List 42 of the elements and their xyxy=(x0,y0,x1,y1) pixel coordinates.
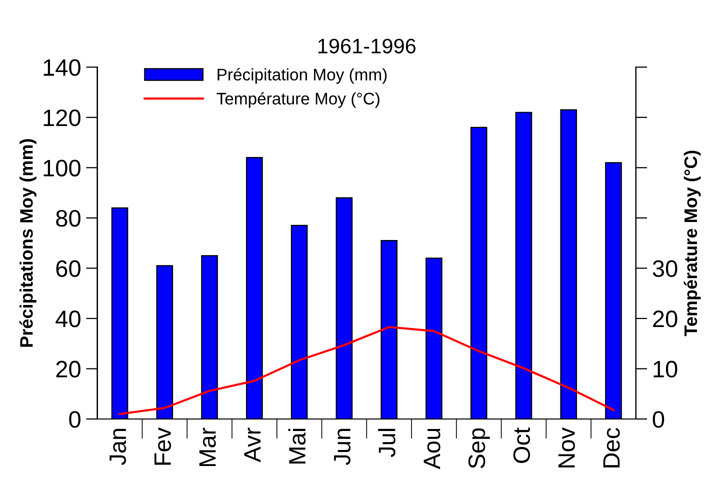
legend-label: Précipitation Moy (mm) xyxy=(218,68,387,84)
x-tick-label: Oct xyxy=(513,428,530,463)
y2-tick-label: 0 xyxy=(652,411,664,428)
y2-tick-label: 20 xyxy=(653,310,678,328)
x-tick-label: Jul xyxy=(378,428,396,458)
x-tick-label: Mai xyxy=(288,428,306,464)
bar xyxy=(111,207,128,419)
y-tick-label: 140 xyxy=(44,59,80,76)
x-tick-label: Jan xyxy=(110,428,126,466)
x-tick-label: Dec xyxy=(603,428,620,468)
y-tick-label: 80 xyxy=(56,210,80,227)
bar xyxy=(426,258,442,419)
y-tick-label: 60 xyxy=(56,260,80,277)
y-tick-label: 40 xyxy=(56,310,80,328)
chart-title: 1961-1996 xyxy=(318,38,416,54)
x-tick-label: Avr xyxy=(244,428,261,462)
bar xyxy=(470,126,488,419)
bar xyxy=(380,240,398,419)
bar xyxy=(156,265,174,419)
bar xyxy=(246,157,263,419)
x-tick-label: Mar xyxy=(199,428,216,466)
bar xyxy=(605,162,622,419)
bar xyxy=(336,197,353,419)
x-tick-label: Jun xyxy=(334,428,351,466)
y-tick-label: 0 xyxy=(69,411,80,428)
x-tick-label: Sep xyxy=(468,428,490,468)
x-tick-label: Fev xyxy=(154,427,171,465)
y2-tick-label: 10 xyxy=(654,360,678,378)
y2-tick-label: 30 xyxy=(652,260,678,277)
legend-label: Température Moy (°C) xyxy=(216,92,380,108)
bar xyxy=(201,255,218,419)
y-axis-title: Précipitations Moy (mm) xyxy=(19,139,36,347)
x-tick-label: Nov xyxy=(558,427,575,468)
bar xyxy=(290,224,308,419)
y-tick-label: 100 xyxy=(44,160,80,176)
x-tick-label: Aou xyxy=(424,428,440,470)
bar xyxy=(515,112,532,419)
y-tick-label: 120 xyxy=(44,109,80,126)
y2-axis-title: Température Moy (°C) xyxy=(684,150,701,336)
y-tick-label: 20 xyxy=(56,360,80,378)
line-series xyxy=(118,326,615,416)
bar xyxy=(560,109,578,419)
